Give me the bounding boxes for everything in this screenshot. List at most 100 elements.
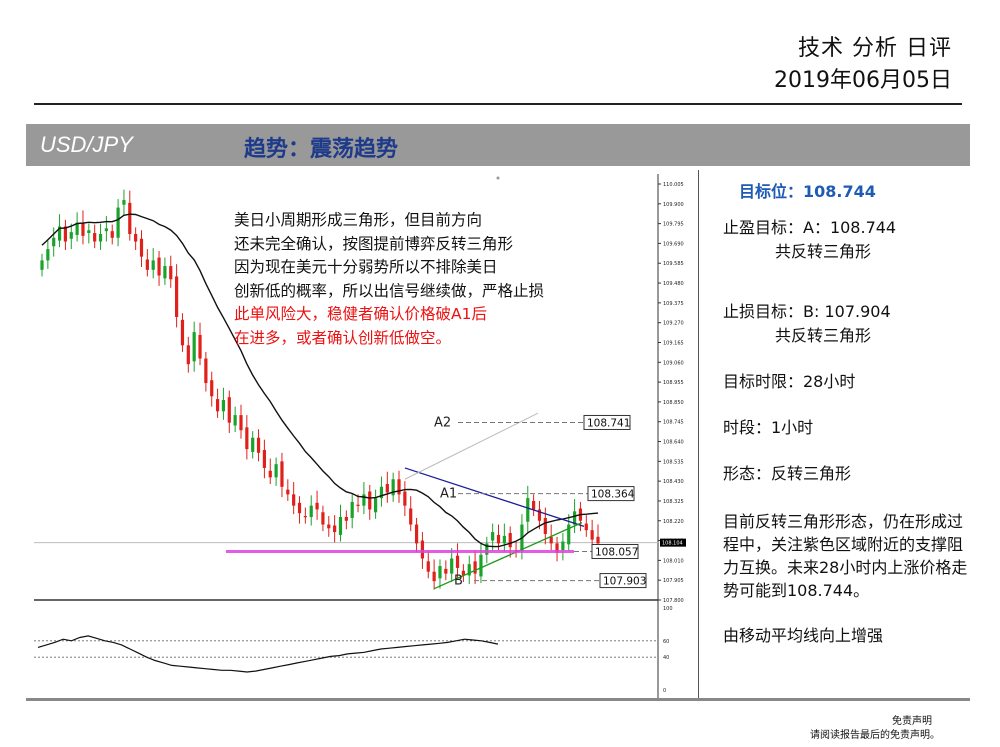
level-name-label: B (454, 574, 463, 589)
info-panel: 目标位：108.744 止盈目标：A：108.744 共反转三角形 止损目标：B… (723, 180, 978, 648)
candle-body (420, 540, 425, 559)
y-tick-label: 108.430 (663, 479, 684, 485)
report-title: 技术 分析 日评 (798, 36, 952, 61)
y-tick-label: 108.640 (663, 440, 684, 446)
level-price-label: 107.903 (603, 576, 646, 588)
oscillator-level-label: 40 (663, 655, 669, 661)
candle-body (93, 233, 97, 242)
instrument-band: USD/JPY 趋势：震荡趋势 (26, 124, 970, 166)
candle-body (385, 483, 389, 493)
candle-body (461, 570, 465, 576)
y-tick-label: 107.800 (663, 598, 684, 604)
candle-body (333, 525, 337, 533)
candle-body (496, 534, 501, 544)
candle-body (215, 399, 220, 412)
candle-body (40, 260, 44, 270)
candle-body (473, 561, 477, 574)
candle-body (455, 555, 460, 568)
level-price-box (591, 544, 639, 560)
candle-body (128, 202, 132, 234)
y-tick-label: 109.480 (663, 281, 684, 287)
note-line: 因为现在美元十分弱势所以不排除美日 (234, 258, 498, 276)
candle-body (286, 489, 290, 495)
candle-body (139, 238, 144, 257)
candle-body (280, 461, 284, 487)
resistance-trendline (404, 467, 585, 528)
level-price-box (599, 573, 647, 589)
candle-body (151, 260, 155, 270)
report-date: 2019年06月05日 (774, 68, 952, 93)
y-tick-label: 109.690 (663, 241, 684, 247)
candle-body (549, 536, 553, 544)
candle-body (467, 564, 471, 576)
level-price-label: 108.364 (591, 489, 635, 501)
level-price-box (583, 414, 631, 430)
candle-body (379, 486, 384, 499)
candle-body (52, 237, 56, 247)
chart-marker-dot (496, 176, 500, 180)
candle-body (169, 266, 173, 280)
candle-body (256, 437, 261, 453)
candle-body (157, 257, 161, 276)
candle-body (251, 437, 255, 452)
candle-body (104, 228, 108, 232)
candle-body (479, 554, 483, 577)
oscillator-bottom-label: 0 (663, 688, 666, 694)
level-price-label: 108.057 (595, 547, 638, 559)
candle-body (444, 568, 448, 574)
y-tick-label: 109.585 (663, 261, 684, 267)
candle-body (397, 479, 401, 495)
y-tick-label: 108.220 (663, 519, 684, 525)
candle-body (180, 319, 185, 346)
candle-body (116, 207, 120, 238)
candle-body (81, 222, 85, 236)
support-trendline (433, 522, 583, 590)
candle-body (338, 516, 343, 535)
y-tick-label: 108.850 (663, 400, 684, 406)
time-limit: 目标时限：28小时 (723, 372, 856, 391)
trend-label: 趋势：震荡趋势 (244, 137, 399, 162)
note-line: 美日小周期形成三角形，但目前方向 (234, 211, 483, 229)
candle-body (274, 464, 278, 478)
y-tick-label: 108.010 (663, 558, 684, 564)
candle-body (268, 470, 272, 478)
time-period: 时段：1小时 (723, 418, 814, 437)
y-tick-label: 108.955 (663, 380, 684, 386)
header-divider (34, 103, 962, 105)
candle-body (245, 427, 249, 450)
candle-body (163, 266, 167, 279)
candle-body (508, 533, 512, 548)
candle-body (262, 450, 266, 468)
y-tick-label: 107.905 (663, 578, 684, 584)
candle-body (374, 498, 378, 513)
candle-body (321, 512, 325, 525)
pattern-description: 目前反转三角形形态，仍在形成过程中，关注紫色区域附近的支撑阻力互换。未来28小时… (723, 512, 968, 600)
y-tick-label: 108.325 (663, 499, 684, 505)
candle-body (210, 380, 214, 397)
note-line: 还未完全确认，按图提前博弈反转三角形 (234, 234, 514, 253)
candle-body (239, 415, 243, 431)
pattern-type: 形态：反转三角形 (723, 464, 852, 483)
candle-body (590, 530, 594, 540)
candle-body (46, 249, 50, 261)
candle-body (315, 502, 319, 510)
candle-body (414, 524, 419, 544)
candle-body (227, 397, 231, 423)
projection-line (404, 412, 539, 480)
note-line: 创新低的概率，所以出信号继续做，严格止损 (234, 281, 545, 300)
current-price-label: 108.104 (662, 541, 683, 547)
candle-body (292, 494, 296, 506)
level-name-label: A2 (434, 415, 451, 430)
candle-body (75, 222, 79, 235)
candle-body (584, 523, 588, 531)
candle-body (391, 479, 395, 496)
candle-body (327, 524, 331, 529)
candle-body (555, 543, 559, 553)
disclaimer-text: 请阅读报告最后的免责声明。 (810, 730, 940, 741)
current-price-box (660, 538, 686, 547)
candle-body (438, 566, 442, 579)
candle-body (502, 535, 506, 544)
take-profit: 止盈目标：A：108.744 (723, 218, 897, 237)
y-tick-label: 108.535 (663, 459, 684, 465)
candle-body (344, 516, 348, 521)
